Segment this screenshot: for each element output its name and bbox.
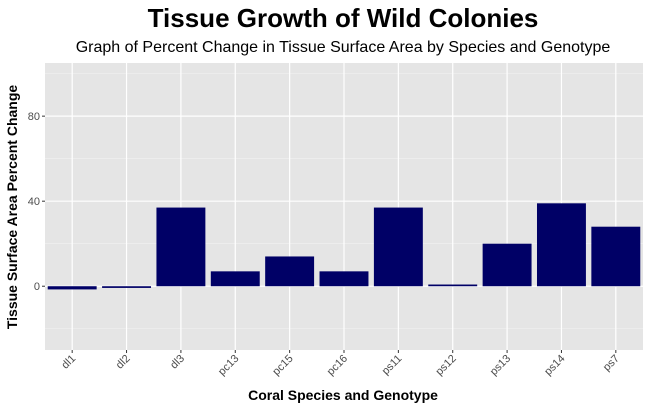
bar-pc13 [210, 271, 260, 287]
bar-ps13 [482, 243, 532, 287]
bar-ps11 [373, 207, 423, 287]
bar-dl3 [156, 207, 206, 287]
chart-title: Tissue Growth of Wild Colonies [148, 3, 539, 33]
bar-pc16 [319, 271, 369, 287]
bar-dl1 [47, 286, 97, 290]
bars [47, 203, 641, 290]
bar-ps14 [536, 203, 586, 287]
y-tick-label: 0 [34, 281, 40, 293]
y-tick-label: 40 [28, 196, 40, 208]
y-tick-label: 80 [28, 111, 40, 123]
y-axis-title: Tissue Surface Area Percent Change [4, 85, 20, 330]
bar-ps12 [428, 284, 478, 287]
bar-dl2 [102, 286, 152, 288]
y-axis: 0 40 80 [28, 111, 45, 293]
bar-pc15 [265, 256, 315, 287]
chart-subtitle: Graph of Percent Change in Tissue Surfac… [76, 39, 611, 56]
x-axis-title: Coral Species and Genotype [248, 387, 438, 403]
bar-ps7 [591, 226, 641, 287]
